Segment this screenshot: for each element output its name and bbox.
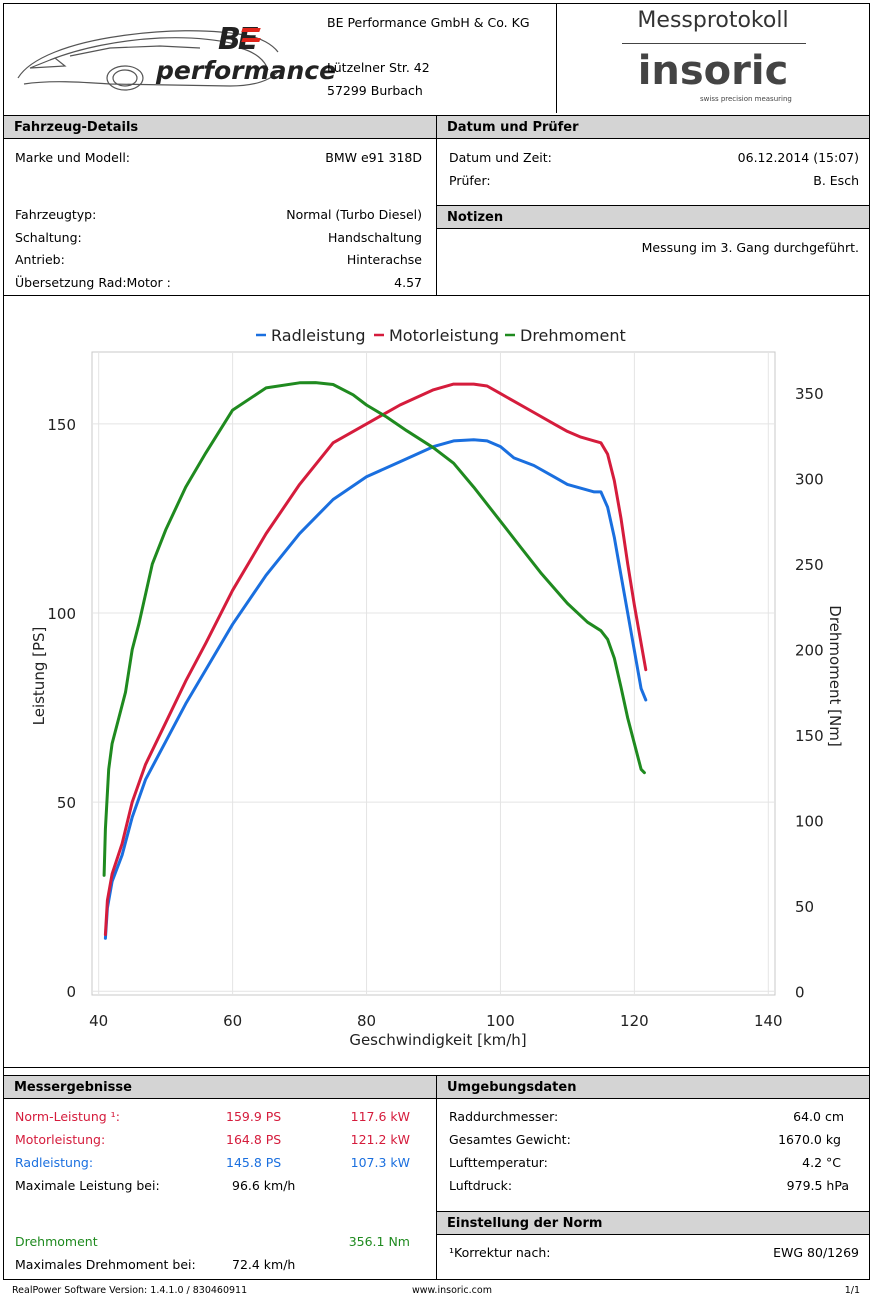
brand-tagline: swiss precision measuring [700,95,792,103]
logo-accent [241,38,261,42]
section-header-results: Messergebnisse [4,1075,436,1099]
ratio-value: 4.57 [394,275,422,290]
max-power-speed: 96.6 km/h [232,1178,296,1193]
y2-tick-label: 100 [795,813,824,831]
y2-tick-label: 200 [795,642,824,660]
y-tick-label: 100 [47,605,76,623]
section-header-date: Datum und Prüfer [437,115,869,139]
wheel-power-ps: 145.8 PS [226,1155,282,1170]
max-torque-speed: 72.4 km/h [232,1257,296,1272]
norm-power-ps: 159.9 PS [226,1109,282,1124]
divider [3,295,870,296]
logo-text: performance [156,56,337,85]
vehicle-type-label: Fahrzeugtyp: [15,207,97,222]
engine-power-ps: 164.8 PS [226,1132,282,1147]
series-line-motorleistung [103,382,648,936]
company-city: 57299 Burbach [327,83,423,98]
y-tick-label: 50 [57,794,76,812]
divider [556,3,557,113]
car-silhouette-icon [17,30,279,91]
company-logo: BE performance [10,8,336,108]
section-header-vehicle: Fahrzeug-Details [4,115,436,139]
title-underline [622,43,806,44]
norm-correction-value: EWG 80/1269 [773,1245,859,1260]
inspector-label: Prüfer: [449,173,491,188]
date-value: 06.12.2014 (15:07) [737,150,859,165]
x-tick-label: 100 [486,1012,515,1030]
brand-logo: insoric [637,48,789,94]
vehicle-model-value: BMW e91 318D [325,150,422,165]
y2-axis-label: Drehmoment [Nm] [826,605,844,746]
y2-tick-label: 150 [795,727,824,745]
engine-power-label: Motorleistung: [15,1132,106,1147]
x-tick-label: 140 [754,1012,783,1030]
torque-label: Drehmoment [15,1234,98,1249]
vehicle-model-label: Marke und Modell: [15,150,131,165]
y-tick-label: 150 [47,416,76,434]
engine-power-kw: 121.2 kW [350,1132,410,1147]
y2-tick-label: 0 [795,984,805,1002]
y2-tick-label: 50 [795,898,814,916]
document-title: Messprotokoll [637,8,789,33]
inspector-value: B. Esch [813,173,859,188]
legend-label-motorleistung: Motorleistung [389,326,499,345]
drive-label: Antrieb: [15,252,65,267]
notes-text: Messung im 3. Gang durchgeführt. [641,240,859,255]
section-header-environment: Umgebungsdaten [437,1075,869,1099]
drive-value: Hinterachse [346,252,422,267]
x-axis-label: Geschwindigkeit [km/h] [349,1031,526,1049]
website-link[interactable]: www.insoric.com [412,1285,492,1296]
y2-tick-label: 350 [795,385,824,403]
y2-tick-label: 250 [795,556,824,574]
weight-label: Gesamtes Gewicht: [449,1132,571,1147]
company-street: Lützelner Str. 42 [327,60,430,75]
y-axis-label: Leistung [PS] [30,627,48,726]
section-header-norm: Einstellung der Norm [437,1211,869,1235]
air-pressure-value: 979.5 hPa [786,1178,849,1193]
software-version: RealPower Software Version: 1.4.1.0 / 83… [12,1285,248,1296]
norm-power-kw: 117.6 kW [350,1109,410,1124]
vehicle-type-value: Normal (Turbo Diesel) [286,207,422,222]
norm-correction-label: ¹Korrektur nach: [449,1245,551,1260]
legend-label-radleistung: Radleistung [271,326,366,345]
plot-area [91,351,776,996]
air-pressure-label: Luftdruck: [449,1178,513,1193]
date-label: Datum und Zeit: [449,150,552,165]
x-tick-label: 40 [89,1012,108,1030]
dyno-chart: Radleistung Motorleistung Drehmoment 40 6… [30,326,844,1049]
norm-power-label: Norm-Leistung ¹: [15,1109,120,1124]
series-line-radleistung [103,438,648,940]
logo-accent [241,28,261,32]
company-name: BE Performance GmbH & Co. KG [327,15,530,30]
ratio-label: Übersetzung Rad:Motor : [15,275,171,290]
series-line-drehmoment [102,381,646,877]
wheel-diameter-value: 64.0 cm [793,1109,844,1124]
divider [3,1075,870,1076]
divider [3,1067,870,1068]
torque-value: 356.1 Nm [348,1234,410,1249]
legend-label-drehmoment: Drehmoment [520,326,626,345]
chart-legend: Radleistung Motorleistung Drehmoment [256,326,626,345]
air-temp-value: 4.2 °C [802,1155,841,1170]
x-tick-label: 60 [223,1012,242,1030]
max-torque-label: Maximales Drehmoment bei: [15,1257,196,1272]
y2-tick-label: 300 [795,471,824,489]
page-number: 1/1 [844,1285,860,1296]
max-power-label: Maximale Leistung bei: [15,1178,160,1193]
divider [436,1075,437,1280]
transmission-label: Schaltung: [15,230,82,245]
y-tick-label: 0 [66,983,76,1001]
wheel-diameter-label: Raddurchmesser: [449,1109,559,1124]
x-tick-label: 120 [620,1012,649,1030]
wheel-power-kw: 107.3 kW [350,1155,410,1170]
weight-value: 1670.0 kg [778,1132,841,1147]
section-header-notes: Notizen [437,205,869,229]
wheel-power-label: Radleistung: [15,1155,94,1170]
x-tick-label: 80 [357,1012,376,1030]
transmission-value: Handschaltung [327,230,422,245]
divider [436,115,437,296]
air-temp-label: Lufttemperatur: [449,1155,548,1170]
